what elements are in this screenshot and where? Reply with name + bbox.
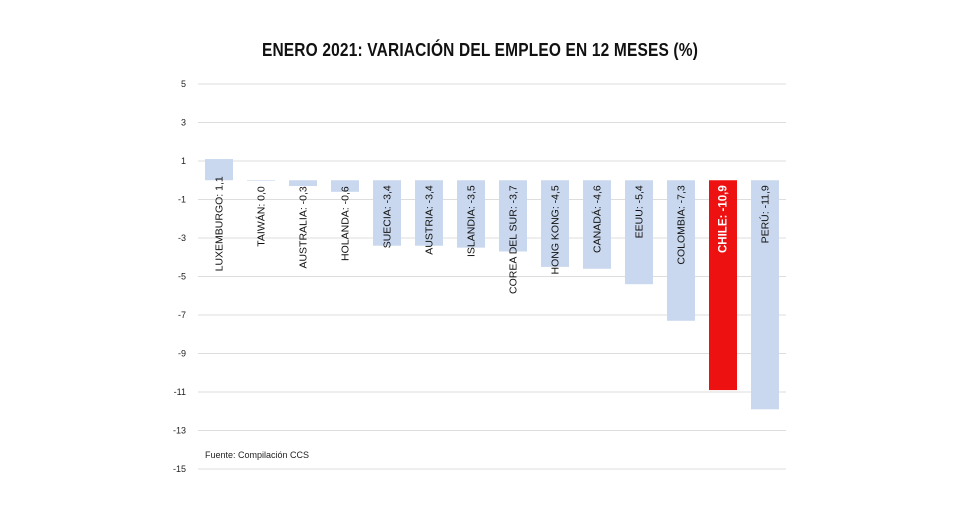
y-tick-label: -13 (173, 426, 186, 436)
bar-label: SUECIA: -3,4 (382, 185, 394, 248)
bar-colombia (667, 180, 695, 321)
y-tick-label: -11 (174, 387, 186, 397)
bar-taiwán (247, 180, 275, 181)
bar-label: HONG KONG: -4,5 (550, 185, 562, 274)
bar-label: COREA DEL SUR: -3,7 (508, 185, 520, 294)
bar-austria (415, 180, 443, 246)
y-tick-label: 5 (181, 79, 186, 89)
bar-corea-del-sur (499, 180, 527, 252)
y-tick-label: -15 (173, 464, 186, 474)
bar-holanda (331, 180, 359, 192)
bar-labels: LUXEMBURGO: 1,1 TAIWÁN: 0,0 AUSTRALIA: -0,… (214, 176, 772, 294)
gridlines (198, 83, 786, 470)
y-tick-label: 1 (181, 156, 186, 166)
bar-perú (751, 180, 779, 410)
bar-label: COLOMBIA: -7,3 (676, 185, 688, 265)
bars (205, 159, 779, 410)
bar-label: HOLANDA: -0,6 (340, 186, 352, 261)
source-note: Fuente: Compilación CCS (205, 450, 309, 460)
y-tick-label: -5 (178, 272, 186, 282)
bar-label: CHILE: -10,9 (718, 185, 730, 253)
bar-label: AUSTRALIA: -0,3 (298, 186, 310, 268)
bar-label: LUXEMBURGO: 1,1 (214, 176, 226, 271)
bar-australia (289, 180, 317, 187)
chart-title: ENERO 2021: VARIACIÓN DEL EMPLEO EN 12 M… (261, 40, 699, 60)
y-axis-ticks: 5 3 1 -1 -3 -5 -7 -9 -11 -13 -15 (173, 79, 186, 474)
bar-chile (709, 180, 737, 391)
bar-canadá (583, 180, 611, 269)
y-tick-label: -3 (178, 233, 186, 243)
bar-eeuu (625, 180, 653, 285)
y-tick-label: -9 (178, 349, 186, 359)
bar-hong-kong (541, 180, 569, 267)
bar-suecia (373, 180, 401, 246)
bar-label: PERÚ: -11,9 (759, 185, 772, 243)
bar-islandia (457, 180, 485, 248)
bar-label: EEUU: -5,4 (634, 185, 646, 238)
bar-luxemburgo (205, 159, 233, 181)
bar-label: AUSTRIA: -3,4 (424, 185, 436, 255)
y-tick-label: -1 (178, 195, 186, 205)
bar-label: TAIWÁN: 0,0 (255, 186, 268, 247)
y-tick-label: -7 (178, 310, 186, 320)
bar-label: ISLANDIA: -3,5 (466, 185, 478, 257)
bar-label: CANADÁ: -4,6 (591, 185, 604, 253)
y-tick-label: 3 (181, 118, 186, 128)
